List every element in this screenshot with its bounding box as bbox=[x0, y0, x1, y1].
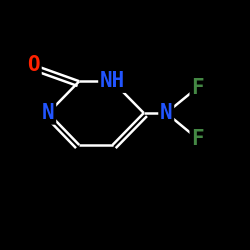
Text: O: O bbox=[28, 55, 40, 75]
Text: NH: NH bbox=[100, 71, 125, 91]
Text: N: N bbox=[42, 103, 54, 123]
Text: F: F bbox=[191, 78, 204, 98]
Text: F: F bbox=[191, 129, 204, 149]
Text: N: N bbox=[160, 103, 172, 123]
